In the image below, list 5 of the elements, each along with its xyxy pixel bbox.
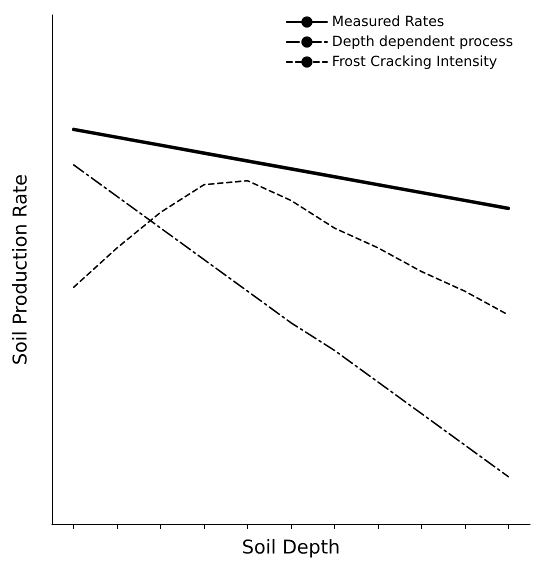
legend-label: Depth dependent process [332,34,513,50]
x-axis-title: Soil Depth [242,536,340,558]
legend-label: Measured Rates [332,14,444,30]
legend-label: Frost Cracking Intensity [332,54,498,70]
y-axis-title: Soil Production Rate [10,174,32,365]
